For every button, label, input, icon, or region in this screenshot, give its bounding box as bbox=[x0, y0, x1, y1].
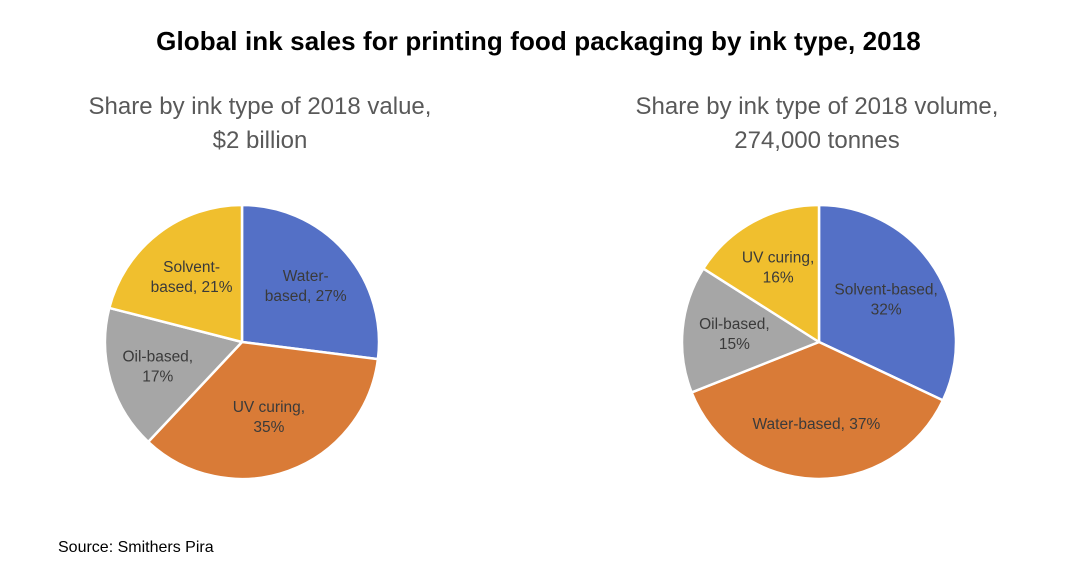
pie-slice-oil-based bbox=[103, 306, 244, 444]
chart-title-line: Share by ink type of 2018 volume, bbox=[635, 93, 999, 120]
pie-slice-label-line: Solvent-based, bbox=[834, 281, 937, 298]
pie-slice-label: Water-based, 27% bbox=[265, 268, 347, 305]
chart-title-line: $2 billion bbox=[212, 127, 308, 154]
pie-slice-label-line: 15% bbox=[719, 336, 750, 353]
pie-slice-label-line: based, 27% bbox=[265, 288, 347, 305]
pie-slice-label: Solvent-based, 32% bbox=[834, 281, 937, 318]
pie-slice-label-line: UV curing, bbox=[233, 399, 305, 416]
pie-slice-label-line: UV curing, bbox=[742, 250, 814, 267]
pie-slice-water-based bbox=[690, 340, 945, 481]
pie-slice-label-line: based, 21% bbox=[151, 279, 233, 296]
pie-slice-label-line: 32% bbox=[871, 301, 902, 318]
pie-chart: Water-based, 27% UV curing, 35% Oil-based, 1… bbox=[103, 203, 381, 481]
pie-slice-uv-curing bbox=[702, 203, 821, 344]
pie-slice-label: Water-based, 37% bbox=[753, 416, 881, 433]
chart-title-line: 274,000 tonnes bbox=[734, 127, 900, 154]
pie-slice-label-line: Oil-based, bbox=[699, 316, 770, 333]
pie-slice-water-based bbox=[240, 203, 381, 361]
pie-slice-uv-curing bbox=[146, 340, 380, 481]
chart-title: Share by ink type of 2018 value, $2 bill… bbox=[0, 90, 520, 158]
pie-slice-solvent-based bbox=[817, 203, 958, 402]
pie-slice-solvent-based bbox=[108, 203, 244, 344]
pie-slice-label: UV curing, 35% bbox=[233, 399, 305, 436]
pie-slice-label-line: 16% bbox=[763, 270, 794, 287]
chart-title-line: Share by ink type of 2018 value, bbox=[88, 93, 432, 120]
pie-chart: Solvent-based, 32% Water-based, 37% Oil-bas… bbox=[680, 203, 958, 481]
pie-slice-label: Oil-based, 17% bbox=[122, 349, 193, 386]
pie-slice-label-line: Oil-based, bbox=[122, 349, 193, 366]
pie-slice-label: Oil-based, 15% bbox=[699, 316, 770, 353]
pie-slice-label: UV curing, 16% bbox=[742, 250, 814, 287]
pie-slice-label-line: Solvent- bbox=[163, 259, 220, 276]
source-note: Source: Smithers Pira bbox=[58, 539, 214, 556]
pie-slice-label-line: Water-based, 37% bbox=[753, 416, 881, 433]
pie-slice-label-line: 17% bbox=[142, 369, 173, 386]
value-share-chart: Share by ink type of 2018 value, $2 bill… bbox=[0, 90, 520, 500]
pie-slice-label-line: 35% bbox=[253, 419, 284, 436]
pie-slice-label: Solvent-based, 21% bbox=[151, 259, 233, 296]
page-title: Global ink sales for printing food packa… bbox=[156, 26, 921, 56]
pie-slice-label-line: Water- bbox=[283, 268, 329, 285]
pie-slice-oil-based bbox=[680, 267, 821, 394]
chart-title: Share by ink type of 2018 volume, 274,00… bbox=[557, 90, 1077, 158]
volume-share-chart: Share by ink type of 2018 volume, 274,00… bbox=[557, 90, 1077, 500]
